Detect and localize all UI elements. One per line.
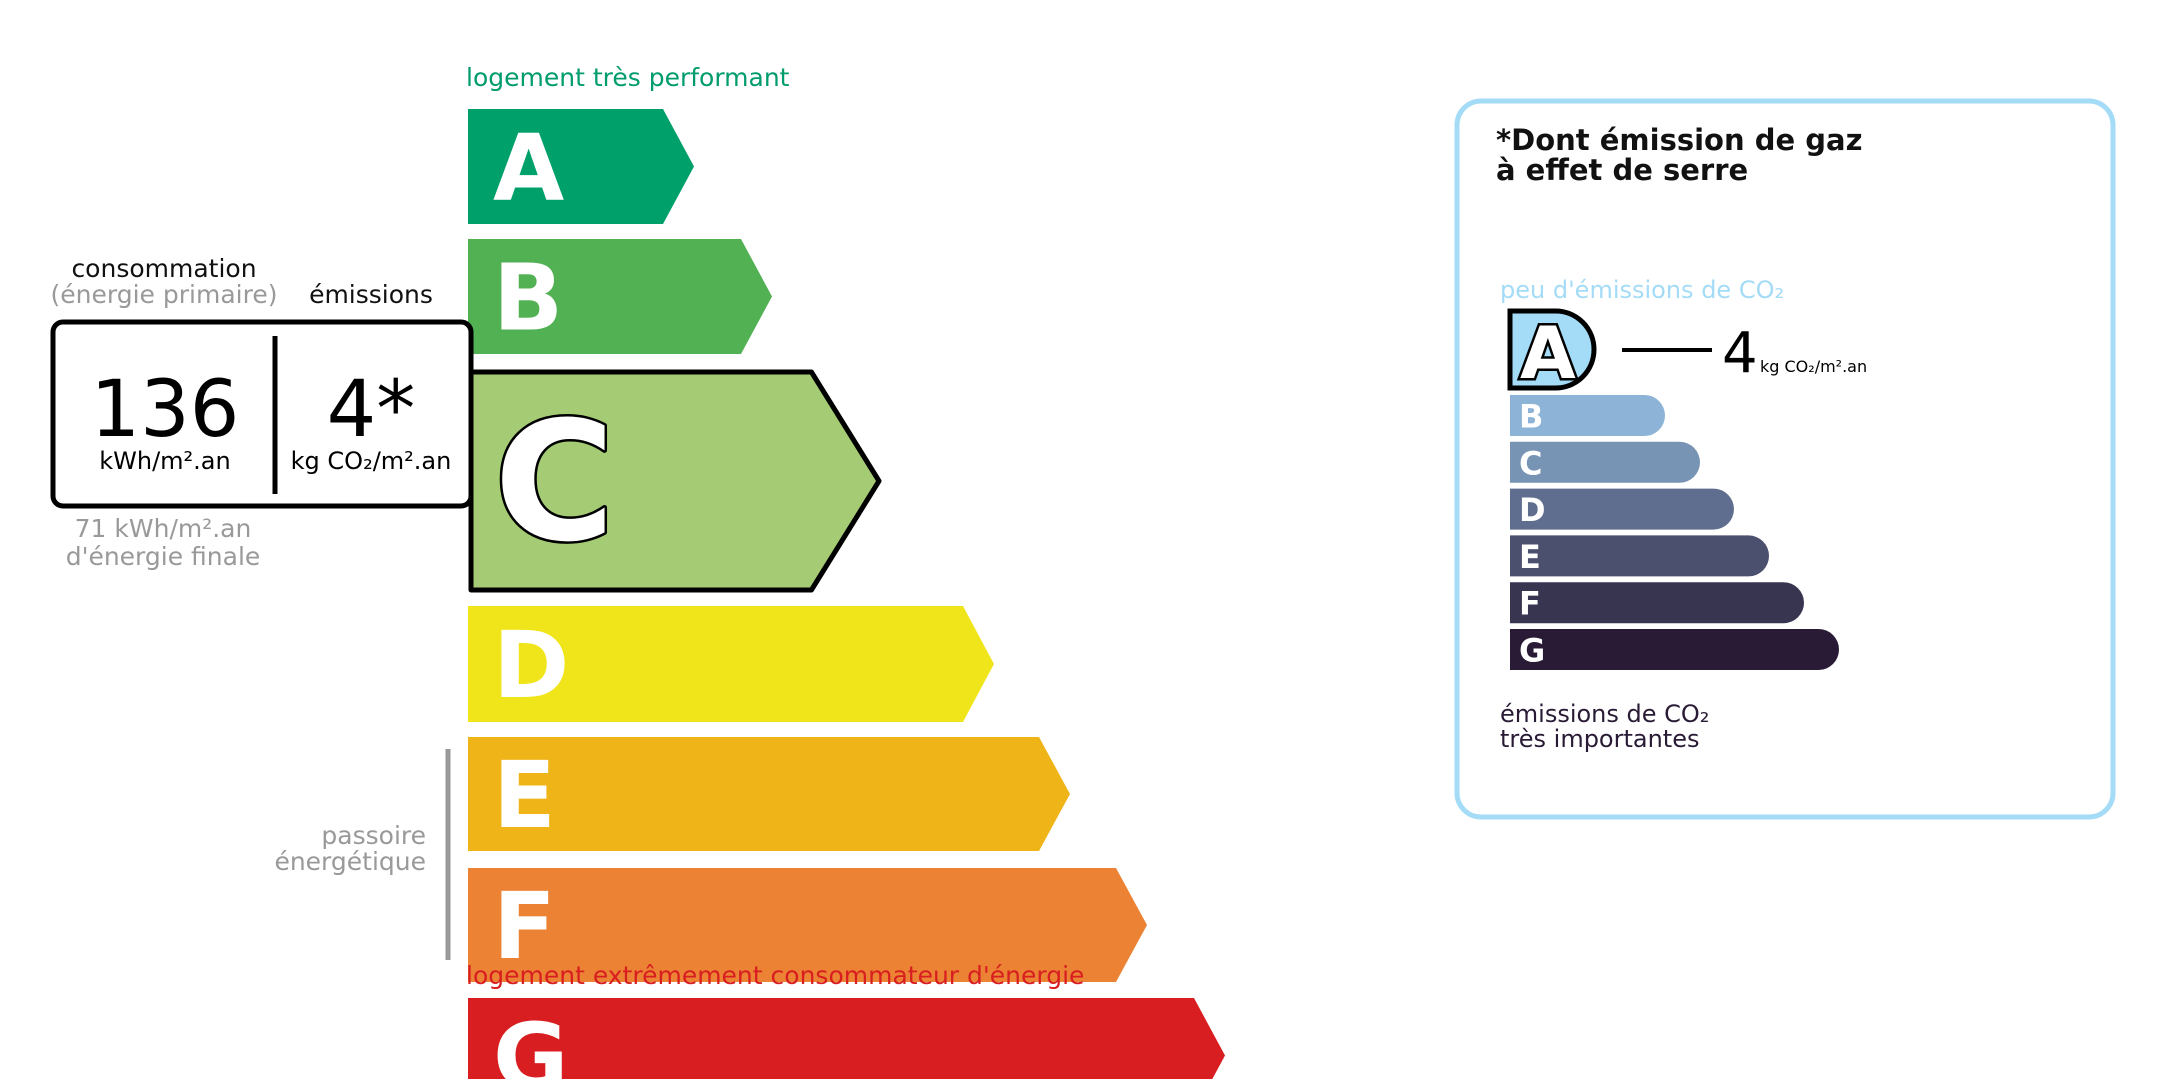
- emissions-value: 4*: [327, 365, 416, 455]
- energy-class-letter: C: [494, 386, 615, 578]
- ghg-class-e-bar: [1510, 535, 1769, 577]
- ghg-class-a-bar: [1507, 308, 1597, 391]
- ghg-class-g-bar: [1510, 629, 1839, 670]
- consumption-value: 136: [91, 365, 240, 455]
- consumption-label: consommation: [71, 254, 256, 283]
- energy-class-c-bar: [468, 369, 882, 593]
- ghg-title-line1: *Dont émission de gaz: [1496, 123, 1862, 157]
- ghg-class-d-bar: [1510, 488, 1734, 530]
- energy-class-f-bar: [468, 868, 1147, 982]
- energy-top-label: logement très performant: [466, 63, 790, 92]
- ghg-class-letter: A: [1520, 311, 1576, 395]
- values-box: [50, 319, 474, 509]
- energy-class-letter: B: [493, 245, 563, 352]
- ghg-top-label: peu d'émissions de CO₂: [1500, 276, 1784, 304]
- ghg-bottom-label-line2: très importantes: [1500, 725, 1700, 753]
- ghg-unit: kg CO₂/m².an: [1760, 357, 1867, 376]
- final-energy-value: 71 kWh/m².an: [75, 514, 252, 543]
- ghg-class-letter: C: [1519, 444, 1542, 482]
- energy-class-g-bar: [468, 998, 1225, 1079]
- ghg-class-c-bar: [1510, 441, 1700, 483]
- consumption-sublabel: (énergie primaire): [51, 280, 278, 309]
- energy-class-letter: G: [493, 1004, 569, 1079]
- final-energy-label: d'énergie finale: [66, 542, 261, 571]
- emissions-label: émissions: [309, 280, 433, 309]
- energy-class-letter: E: [493, 742, 556, 849]
- ghg-value: 4: [1722, 321, 1758, 386]
- ghg-class-letter: B: [1519, 398, 1543, 436]
- energy-class-letter: F: [493, 873, 556, 980]
- ghg-class-letter: D: [1519, 491, 1546, 529]
- energy-class-b-bar: [468, 239, 772, 354]
- ghg-class-f-bar: [1510, 582, 1804, 624]
- energy-class-e-bar: [468, 737, 1070, 851]
- energy-class-a-bar: [468, 109, 694, 224]
- ghg-bottom-label-line1: émissions de CO₂: [1500, 700, 1709, 728]
- energy-class-letter: A: [493, 115, 564, 222]
- energy-bottom-label: logement extrêmement consommateur d'éner…: [466, 961, 1084, 990]
- emissions-unit: kg CO₂/m².an: [291, 447, 452, 475]
- ghg-class-letter: F: [1519, 585, 1541, 623]
- passoire-label-line1: passoire: [321, 821, 426, 850]
- ghg-class-letter: E: [1519, 538, 1541, 576]
- ghg-class-b-bar: [1510, 395, 1665, 436]
- energy-class-d-bar: [468, 606, 994, 722]
- passoire-label-line2: énergétique: [274, 847, 426, 876]
- energy-class-letter: D: [493, 612, 569, 719]
- ghg-class-letter: G: [1519, 632, 1545, 670]
- ghg-title-line2: à effet de serre: [1496, 153, 1748, 187]
- consumption-unit: kWh/m².an: [99, 447, 230, 475]
